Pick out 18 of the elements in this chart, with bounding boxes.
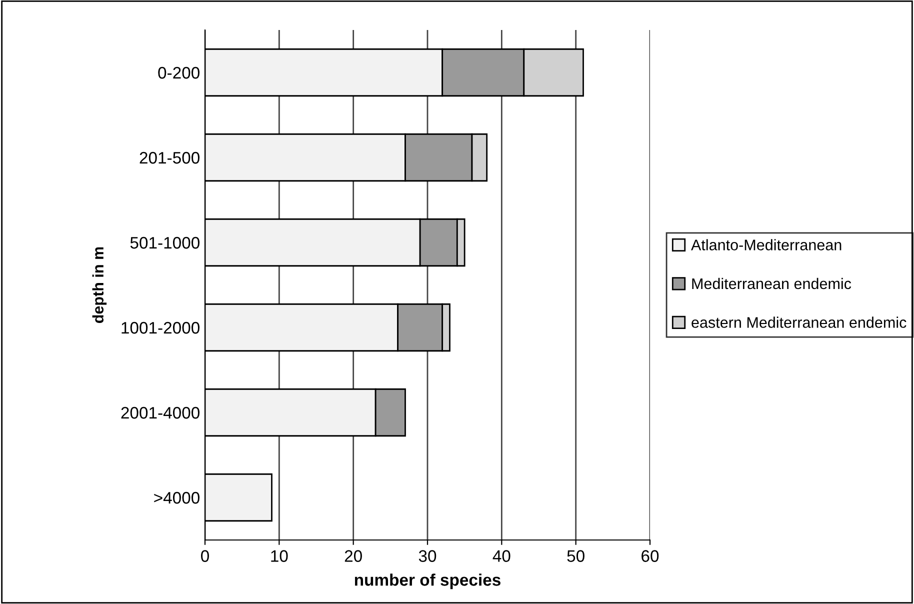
legend-label: Atlanto-Mediterranean [691,239,842,250]
y-tick-label: 1001-2000 [122,322,200,334]
legend-label: eastern Mediterranean endemic [692,316,906,328]
y-tick-label: 201-500 [140,152,200,164]
x-axis-title: number of species [354,574,500,590]
x-tick-label: 60 [642,550,659,562]
y-tick-label: 501-1000 [130,236,200,249]
x-tick-label: 30 [418,550,436,562]
y-tick-label: >4000 [154,492,200,504]
x-tick-label: 40 [492,550,510,562]
x-tick-label: 0 [201,550,209,562]
x-tick-label: 10 [271,550,288,562]
x-tick-label: 20 [344,550,362,562]
y-axis-title: depth in m [92,247,107,323]
y-tick-label: 0-200 [158,66,200,79]
legend-label: Mediterranean endemic [692,278,852,290]
x-tick-label: 50 [567,550,584,562]
y-tick-label: 2001-4000 [121,406,200,419]
